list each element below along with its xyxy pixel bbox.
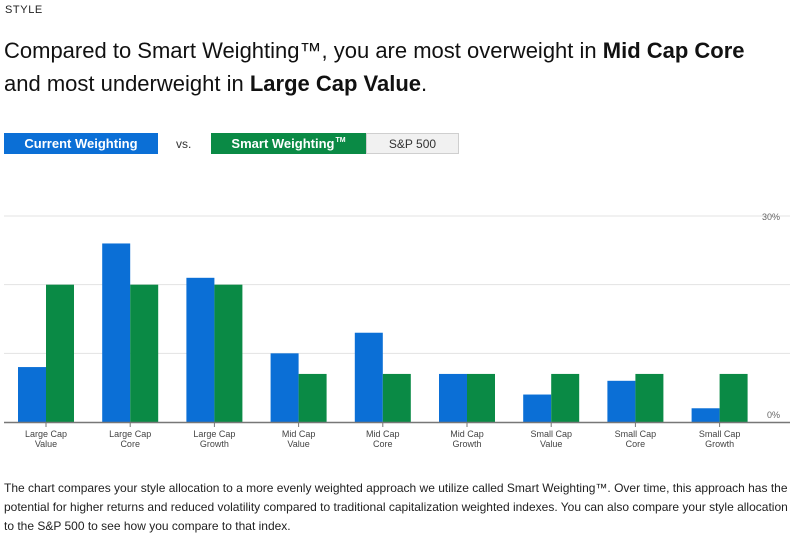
x-tick-label: Large Cap — [25, 429, 67, 439]
x-tick-label: Small Cap — [699, 429, 741, 439]
bar-current-3 — [270, 353, 299, 422]
chart-description: The chart compares your style allocation… — [4, 481, 788, 533]
x-tick-label: Growth — [200, 439, 229, 449]
x-tick-label: Large Cap — [193, 429, 235, 439]
bar-current-0 — [18, 367, 46, 422]
x-tick-label: Small Cap — [530, 429, 572, 439]
y-tick-label: 0% — [767, 410, 780, 420]
bar-current-2 — [186, 277, 215, 422]
x-tick-label: Mid Cap — [282, 429, 316, 439]
x-tick-label: Core — [373, 439, 393, 449]
sp500-label: S&P 500 — [388, 136, 437, 151]
vs-label: vs. — [176, 137, 192, 151]
bar-smart-4 — [382, 373, 411, 422]
x-tick-label: Growth — [705, 439, 734, 449]
headline-middle: and most underweight in — [4, 71, 250, 96]
section-label: STYLE — [5, 4, 43, 16]
x-tick-label: Large Cap — [109, 429, 151, 439]
bar-smart-7 — [635, 373, 664, 422]
sp500-button[interactable]: S&P 500 — [366, 133, 459, 154]
headline-overweight: Mid Cap Core — [602, 38, 745, 63]
smart-weighting-tm: TM — [335, 137, 346, 144]
bar-current-6 — [523, 394, 552, 422]
x-tick-label: Mid Cap — [366, 429, 400, 439]
x-tick-label: Value — [287, 439, 309, 449]
bar-smart-8 — [719, 373, 748, 422]
bar-smart-0 — [46, 284, 74, 422]
x-tick-label: Core — [120, 439, 140, 449]
current-weighting-label: Current Weighting — [24, 136, 138, 151]
bar-current-1 — [102, 243, 131, 422]
x-tick-label: Value — [540, 439, 562, 449]
bar-smart-6 — [551, 373, 580, 422]
bar-current-5 — [439, 373, 467, 422]
current-weighting-button[interactable]: Current Weighting — [4, 133, 158, 154]
bar-current-7 — [607, 380, 636, 422]
headline-prefix: Compared to Smart Weighting™, you are mo… — [4, 38, 603, 63]
bar-smart-1 — [130, 284, 159, 422]
x-tick-label: Core — [626, 439, 646, 449]
x-tick-label: Value — [35, 439, 57, 449]
y-tick-label: 30% — [762, 212, 780, 222]
headline-underweight: Large Cap Value — [249, 71, 422, 96]
smart-weighting-button[interactable]: Smart Weighting TM — [211, 133, 366, 154]
bar-smart-5 — [467, 373, 495, 422]
headline: Compared to Smart Weighting™, you are mo… — [4, 34, 784, 100]
headline-suffix: . — [421, 71, 428, 96]
bar-current-8 — [691, 408, 720, 422]
x-tick-label: Mid Cap — [450, 429, 484, 439]
smart-weighting-label: Smart Weighting — [231, 136, 335, 151]
bar-smart-3 — [298, 373, 327, 422]
bar-smart-2 — [214, 284, 243, 422]
x-tick-label: Small Cap — [615, 429, 657, 439]
bar-current-4 — [354, 332, 383, 422]
x-tick-label: Growth — [452, 439, 481, 449]
